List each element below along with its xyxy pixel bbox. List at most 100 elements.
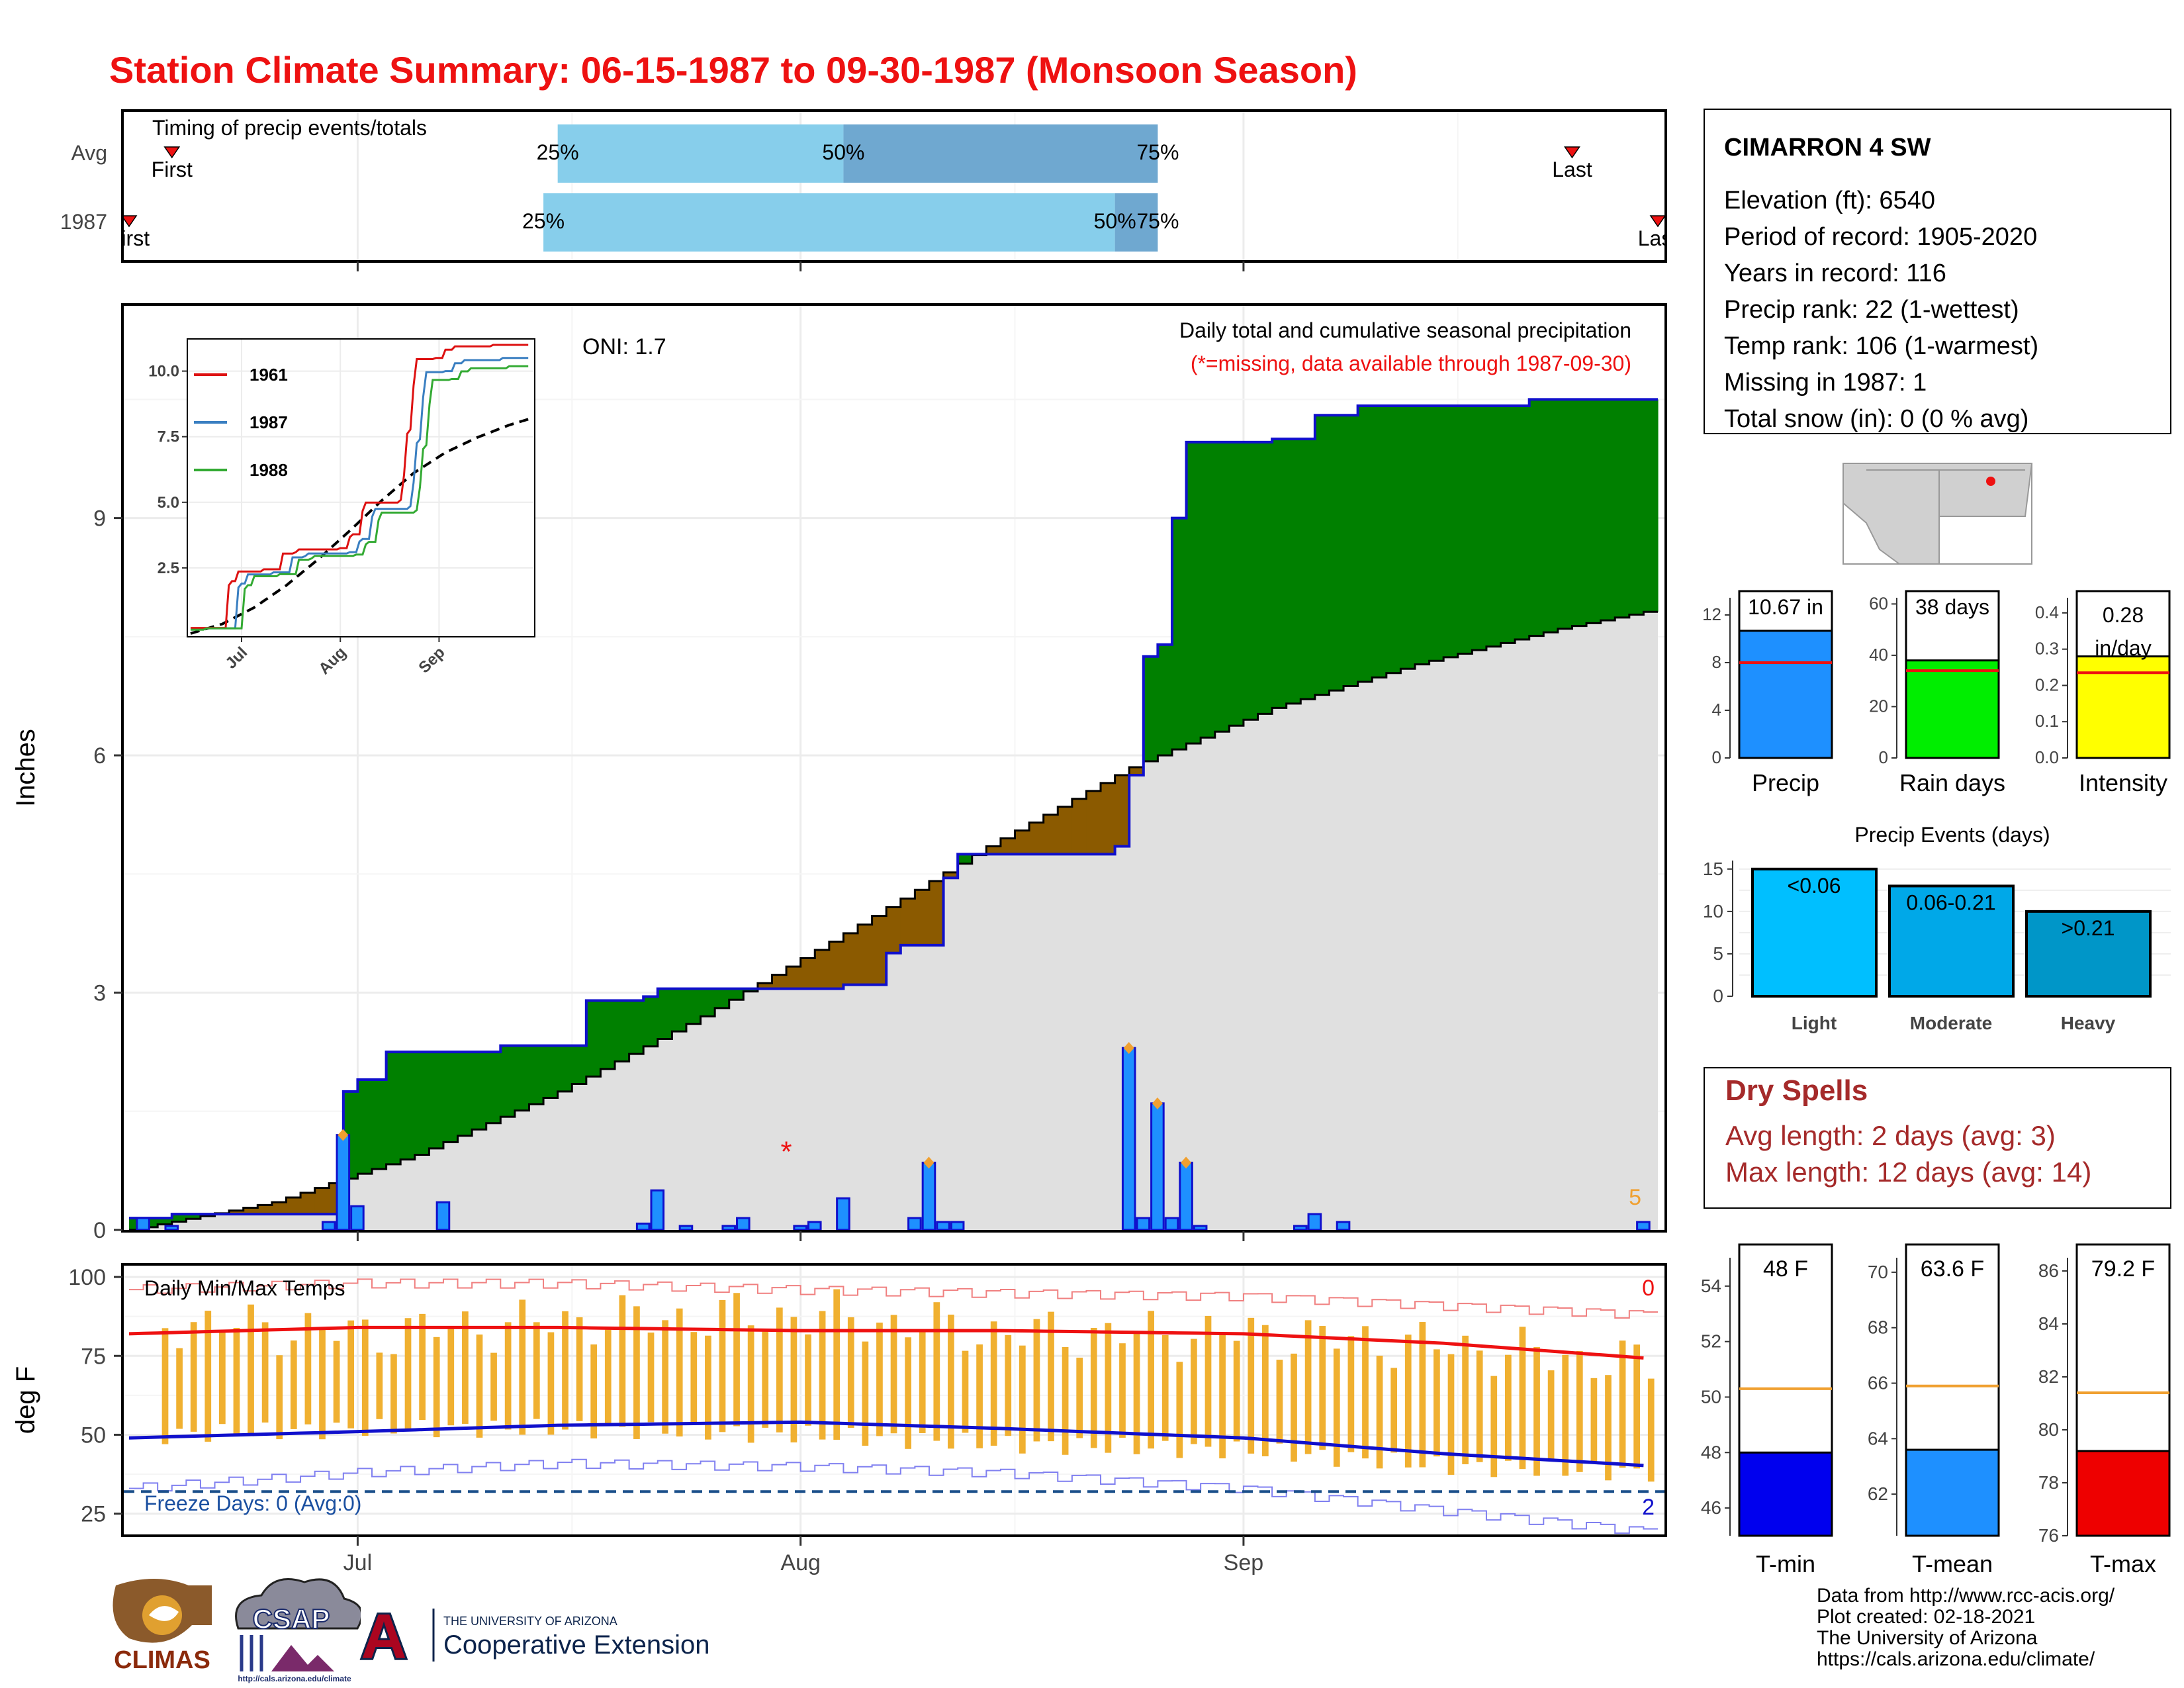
deviation-fill	[829, 941, 844, 989]
temp-y-tick-label: 50	[81, 1423, 106, 1448]
deviation-fill	[1343, 415, 1359, 686]
daily-precip-bar	[1636, 1221, 1651, 1231]
analog-years-inset: 2.5 5.0 7.5 10.0 Jul Aug Sep 1961 1987 1988	[148, 338, 535, 678]
daily-temp-bar	[1119, 1343, 1126, 1438]
deviation-fill	[1500, 405, 1516, 643]
daily-temp-bar	[1233, 1340, 1240, 1442]
daily-precip-bar	[435, 1201, 451, 1231]
daily-temp-bar	[1605, 1375, 1612, 1481]
deviation-fill	[1429, 405, 1444, 661]
daily-precip-bar	[1293, 1225, 1308, 1231]
daily-temp-bar	[819, 1311, 826, 1440]
temp-y-tick-label: 25	[81, 1502, 106, 1527]
temp-summary-tick: 82	[2038, 1366, 2059, 1387]
credit-line: The University of Arizona	[1817, 1627, 2038, 1649]
timing-last-label: Last	[1638, 226, 1678, 250]
deviation-fill	[700, 988, 715, 1017]
summary-bar-value: 38 days	[1915, 595, 1989, 619]
daily-precip-bar	[136, 1217, 150, 1231]
heavy-event-marker	[338, 1129, 349, 1141]
daily-temp-bar	[890, 1315, 897, 1434]
csap-logo-text: CSAP	[253, 1603, 330, 1634]
daily-precip-bar	[921, 1161, 936, 1231]
daily-temp-bar	[490, 1352, 497, 1421]
summary-bar-intensity: 0.0 0.1 0.2 0.3 0.4 0.28 in/day Intensity	[2035, 590, 2171, 796]
daily-temp-bar	[604, 1329, 612, 1425]
precip-event-bar	[1751, 867, 1878, 998]
temp-summary-fill	[2075, 1450, 2171, 1537]
daily-temp-bar	[1590, 1378, 1598, 1463]
temp-summary-tick: 76	[2038, 1525, 2059, 1546]
avg-max-line	[128, 1325, 1644, 1360]
heavy-event-marker	[1123, 1042, 1134, 1055]
daily-temp-bar	[519, 1299, 526, 1435]
deviation-fill	[1214, 442, 1230, 732]
ua-logo-big-text: Cooperative Extension	[443, 1630, 709, 1660]
daily-temp-bar	[447, 1328, 455, 1426]
deviation-fill	[872, 915, 887, 985]
daily-temp-bar	[1447, 1354, 1455, 1475]
deviation-fill	[557, 1045, 572, 1092]
daily-precip-bar	[1179, 1161, 1193, 1231]
deviation-fill	[1357, 405, 1373, 682]
timing-first-label: First	[109, 226, 150, 250]
locator-map	[1843, 463, 2033, 565]
deviation-fill	[729, 988, 744, 1000]
deviation-fill	[1615, 399, 1630, 618]
deviation-fill	[715, 988, 730, 1008]
daily-temp-bar	[1048, 1311, 1054, 1442]
timing-row-label-avg: Avg	[71, 141, 107, 165]
temp-summary-tick: 70	[1868, 1262, 1888, 1282]
deviation-fill	[1201, 442, 1216, 738]
deviation-fill	[400, 1052, 416, 1160]
deviation-fill	[572, 1045, 587, 1084]
daily-temp-bar	[1133, 1331, 1140, 1454]
deviation-fill	[1643, 399, 1659, 612]
deviation-fill	[1457, 405, 1473, 654]
deviation-fill	[314, 1188, 330, 1215]
precip-count-label: 5	[1629, 1185, 1641, 1210]
x-tick-label: Jul	[343, 1550, 372, 1575]
daily-temp-bar	[633, 1306, 640, 1439]
daily-temp-bar	[504, 1322, 512, 1430]
daily-temp-bar	[1533, 1347, 1540, 1476]
timing-first-marker	[163, 146, 181, 159]
precip-event-bin-label: <0.06	[1788, 874, 1841, 898]
temp-summary-tick: 66	[1868, 1373, 1888, 1393]
daily-temp-bar	[462, 1311, 469, 1424]
summary-bar-label: Rain days	[1899, 769, 2005, 796]
daily-temp-bar	[1547, 1370, 1555, 1460]
daily-precip-bar	[1307, 1213, 1322, 1231]
deviation-fill	[357, 1079, 373, 1174]
deviation-fill	[1586, 399, 1602, 624]
daily-temp-bar	[962, 1350, 969, 1433]
daily-temp-bar	[376, 1352, 383, 1419]
deviation-fill	[986, 846, 1001, 855]
deviation-fill	[1058, 806, 1073, 855]
precip-event-category: Moderate	[1910, 1013, 1992, 1033]
deviation-fill	[1243, 442, 1259, 720]
daily-temp-bar	[619, 1295, 626, 1427]
summary-bar-value: 0.28	[2103, 603, 2144, 627]
inset-legend-label: 1987	[250, 412, 288, 432]
heavy-event-marker	[1181, 1156, 1192, 1169]
daily-temp-bar	[948, 1314, 954, 1449]
deviation-fill	[271, 1202, 287, 1215]
daily-temp-bar	[404, 1318, 412, 1431]
daily-temp-bar	[361, 1319, 369, 1436]
precip-y-tick-label: 6	[93, 743, 106, 769]
deviation-fill	[657, 988, 672, 1039]
daily-temp-bar	[862, 1341, 869, 1446]
daily-temp-bar	[1562, 1354, 1569, 1476]
summary-bar-tick: 0.0	[2035, 747, 2059, 767]
deviation-fill	[1372, 405, 1387, 678]
deviation-fill	[786, 966, 801, 989]
daily-temp-bar	[547, 1332, 555, 1435]
deviation-fill	[772, 974, 787, 989]
inset-x-tick-label: Aug	[315, 643, 349, 678]
record-min-line	[129, 1458, 1658, 1534]
daily-temp-bar	[1176, 1362, 1183, 1458]
daily-precip-bar	[950, 1221, 965, 1231]
dry-spells-title: Dry Spells	[1725, 1074, 1868, 1107]
